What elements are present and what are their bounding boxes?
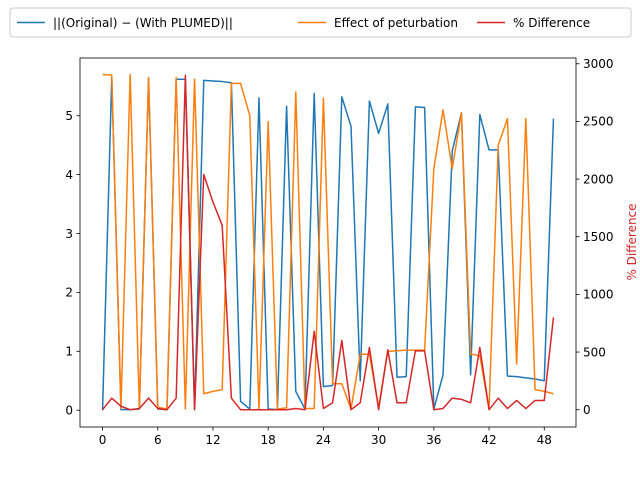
x-tick-label: 24 (316, 433, 331, 447)
left-y-tick-label: 2 (65, 286, 73, 300)
right-y-tick-label: 3000 (583, 57, 614, 71)
axes-layer: 0 6 12 18 24 30 36 42 48012345050010001500200025… (65, 57, 613, 447)
x-tick-label: 6 (154, 433, 162, 447)
x-tick-label: 12 (205, 433, 220, 447)
x-tick-label: 42 (481, 433, 496, 447)
series-layer (101, 73, 555, 411)
left-y-tick-label: 3 (65, 227, 73, 241)
x-tick-label: 48 (537, 433, 552, 447)
left-y-tick-label: 0 (65, 404, 73, 418)
right-y-tick-label: 500 (583, 345, 606, 359)
right-y-tick-label: 0 (583, 403, 591, 417)
legend-label-1: Effect of peturbation (334, 16, 458, 30)
right-y-tick-label: 2500 (583, 115, 614, 129)
left-y-tick-label: 5 (65, 109, 73, 123)
x-tick-label: 30 (371, 433, 386, 447)
series-line-2 (101, 74, 555, 411)
legend-label-2: % Difference (513, 16, 590, 30)
x-tick-label: 0 (99, 433, 107, 447)
legend-label-0: ||(Original) − (With PLUMED)|| (53, 16, 233, 30)
right-axis-label: % Difference (625, 203, 639, 280)
left-y-tick-label: 1 (65, 345, 73, 359)
left-y-tick-label: 4 (65, 168, 73, 182)
right-y-tick-label: 2000 (583, 172, 614, 186)
plot-spines (79, 57, 577, 428)
x-tick-label: 36 (426, 433, 441, 447)
series-line-0 (101, 76, 555, 411)
right-y-tick-label: 1000 (583, 288, 614, 302)
x-tick-label: 18 (261, 433, 276, 447)
right-y-tick-label: 1500 (583, 230, 614, 244)
legend: ||(Original) − (With PLUMED)|| Effect of … (9, 7, 632, 38)
